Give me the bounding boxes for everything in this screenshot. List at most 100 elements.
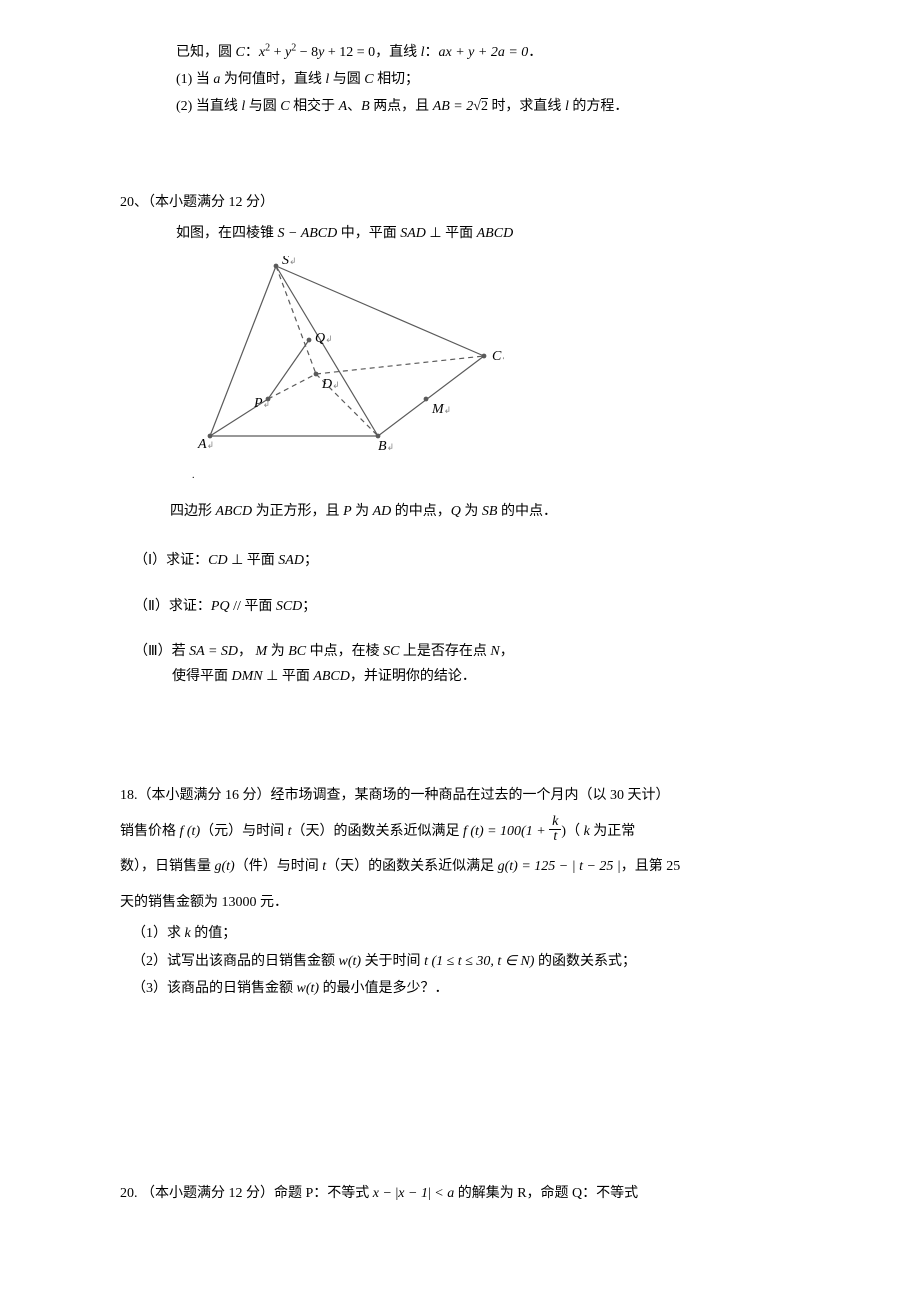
e: （天）的函数关系近似满足 bbox=[292, 824, 464, 839]
e: 的函数关系式； bbox=[534, 954, 636, 969]
j: N bbox=[490, 644, 499, 659]
colon: ： bbox=[245, 45, 259, 60]
a: （Ⅱ）求证： bbox=[134, 599, 211, 614]
svg-text:S↲: S↲ bbox=[282, 256, 297, 268]
b: DMN bbox=[232, 669, 263, 684]
c: ⊥ 平面 bbox=[228, 553, 279, 568]
end: ． bbox=[528, 45, 542, 60]
f: f (t) = 100(1 + bbox=[463, 824, 549, 839]
d: P bbox=[343, 504, 352, 519]
e: ⊥ 平面 bbox=[426, 226, 477, 241]
svg-text:B↲: B↲ bbox=[378, 439, 394, 454]
i: 为 bbox=[461, 504, 482, 519]
d: SAD bbox=[278, 553, 304, 568]
p20-sub3a: （Ⅲ）若 SA = SD， M 为 BC 中点，在棱 SC 上是否存在点 N， bbox=[120, 639, 800, 664]
b: w(t) bbox=[339, 954, 362, 969]
svg-text:M↲: M↲ bbox=[431, 402, 451, 417]
p18-l2: 销售价格 f (t)（元）与时间 t （天）的函数关系近似满足 f (t) = 1… bbox=[120, 815, 800, 849]
a: (1) 当 bbox=[176, 72, 213, 87]
b: CD bbox=[208, 553, 227, 568]
f: A bbox=[339, 99, 348, 114]
rad: 2 bbox=[481, 99, 488, 114]
d: SCD bbox=[276, 599, 302, 614]
h: B bbox=[361, 99, 370, 114]
g: 相切； bbox=[374, 72, 420, 87]
d: C bbox=[280, 99, 289, 114]
a: 如图，在四棱锥 bbox=[176, 226, 278, 241]
p18-s3: （3）该商品的日销售金额 w(t) 的最小值是多少？． bbox=[120, 976, 800, 1001]
f: g(t) = 125 − | t − 25 | bbox=[498, 859, 621, 874]
pyramid-svg: S↲A↲B↲C↲D↲P↲Q↲M↲ bbox=[194, 256, 504, 456]
a: 数），日销售量 bbox=[120, 859, 215, 874]
i: 两点，且 bbox=[370, 99, 433, 114]
d: M bbox=[252, 644, 267, 659]
svg-text:A↲: A↲ bbox=[197, 437, 214, 452]
mid: ，直线 bbox=[375, 45, 421, 60]
p19-line1: 已知，圆 C：x2 + y2 − 8y + 12 = 0，直线 l：ax + y… bbox=[120, 40, 800, 65]
c: （元）与时间 bbox=[200, 824, 288, 839]
h: SC bbox=[383, 644, 399, 659]
colon2: ： bbox=[425, 45, 439, 60]
m8: − 8 bbox=[296, 45, 318, 60]
k: ， bbox=[500, 644, 514, 659]
c: 与圆 bbox=[245, 99, 280, 114]
g: 的中点， bbox=[391, 504, 451, 519]
e: 为 bbox=[267, 644, 288, 659]
c: ， bbox=[238, 644, 252, 659]
d: SAD bbox=[400, 226, 426, 241]
frac: kt bbox=[549, 815, 561, 844]
a: 使得平面 bbox=[172, 669, 232, 684]
plus: + bbox=[270, 45, 285, 60]
p18-s1: （1）求 k 的值； bbox=[120, 921, 800, 946]
p18-l4: 天的销售金额为 13000 元． bbox=[120, 886, 800, 920]
p20-sub1: （Ⅰ）求证：CD ⊥ 平面 SAD； bbox=[120, 548, 800, 573]
p19-sub2: (2) 当直线 l 与圆 C 相交于 A、B 两点，且 AB = 2√2 时，求… bbox=[120, 94, 800, 119]
svg-text:Q↲: Q↲ bbox=[315, 331, 333, 346]
f: ABCD bbox=[477, 226, 514, 241]
e: 的解集为 R，命题 Q：不等式 bbox=[454, 1186, 638, 1201]
p20-sub2: （Ⅱ）求证：PQ // 平面 SCD； bbox=[120, 594, 800, 619]
d: < a bbox=[431, 1186, 454, 1201]
e: 相交于 bbox=[290, 99, 339, 114]
p20-line2: 如图，在四棱锥 S − ABCD 中，平面 SAD ⊥ 平面 ABCD bbox=[120, 221, 800, 246]
a: 20. （本小题满分 12 分）命题 P：不等式 bbox=[120, 1186, 373, 1201]
e: （天）的函数关系近似满足 bbox=[326, 859, 498, 874]
p20b: 20. （本小题满分 12 分）命题 P：不等式 x − |x − 1| < a… bbox=[120, 1181, 800, 1206]
den: t bbox=[549, 830, 561, 844]
a: （2）试写出该商品的日销售金额 bbox=[132, 954, 339, 969]
k: 为正常 bbox=[590, 824, 636, 839]
num: k bbox=[549, 815, 561, 830]
l: 时，求直线 bbox=[488, 99, 565, 114]
svg-text:C↲: C↲ bbox=[492, 349, 504, 364]
a: （Ⅲ）若 bbox=[134, 644, 189, 659]
c: x − 1 bbox=[398, 1186, 428, 1201]
eq1: x2 + y2 − 8y + 12 = 0 bbox=[259, 45, 375, 60]
f: AD bbox=[373, 504, 392, 519]
e: ； bbox=[302, 599, 316, 614]
b: w(t) bbox=[297, 981, 320, 996]
b: PQ bbox=[211, 599, 230, 614]
e: ，并证明你的结论． bbox=[350, 669, 476, 684]
sqrt: √2 bbox=[473, 99, 488, 114]
n: 的方程． bbox=[569, 99, 629, 114]
p18-l3: 数），日销售量 g(t)（件）与时间 t（天）的函数关系近似满足 g(t) = … bbox=[120, 850, 800, 884]
d: t (1 ≤ t ≤ 30, t ∈ N) bbox=[424, 954, 534, 969]
a: （Ⅰ）求证： bbox=[134, 553, 208, 568]
i: 上是否存在点 bbox=[399, 644, 490, 659]
p18-block: 18.（本小题满分 16 分）经市场调查，某商场的一种商品在过去的一个月内（以 … bbox=[120, 779, 800, 1001]
g: 中点，在棱 bbox=[306, 644, 383, 659]
p20-after: 四边形 ABCD 为正方形，且 P 为 AD 的中点，Q 为 SB 的中点． bbox=[120, 499, 800, 524]
e: 与圆 bbox=[329, 72, 364, 87]
dot-marker: . bbox=[192, 470, 195, 481]
a: 销售价格 bbox=[120, 824, 180, 839]
g: 、 bbox=[347, 99, 361, 114]
svg-text:D↲: D↲ bbox=[321, 377, 340, 392]
c: 中，平面 bbox=[337, 226, 400, 241]
c: 关于时间 bbox=[361, 954, 424, 969]
pyramid-figure: S↲A↲B↲C↲D↲P↲Q↲M↲ . bbox=[120, 256, 800, 481]
txt: 已知，圆 bbox=[176, 45, 236, 60]
b: f (t) bbox=[180, 824, 201, 839]
j: AB = 2 bbox=[433, 99, 474, 114]
e: 为 bbox=[352, 504, 373, 519]
eq0: + 12 = 0 bbox=[324, 45, 375, 60]
